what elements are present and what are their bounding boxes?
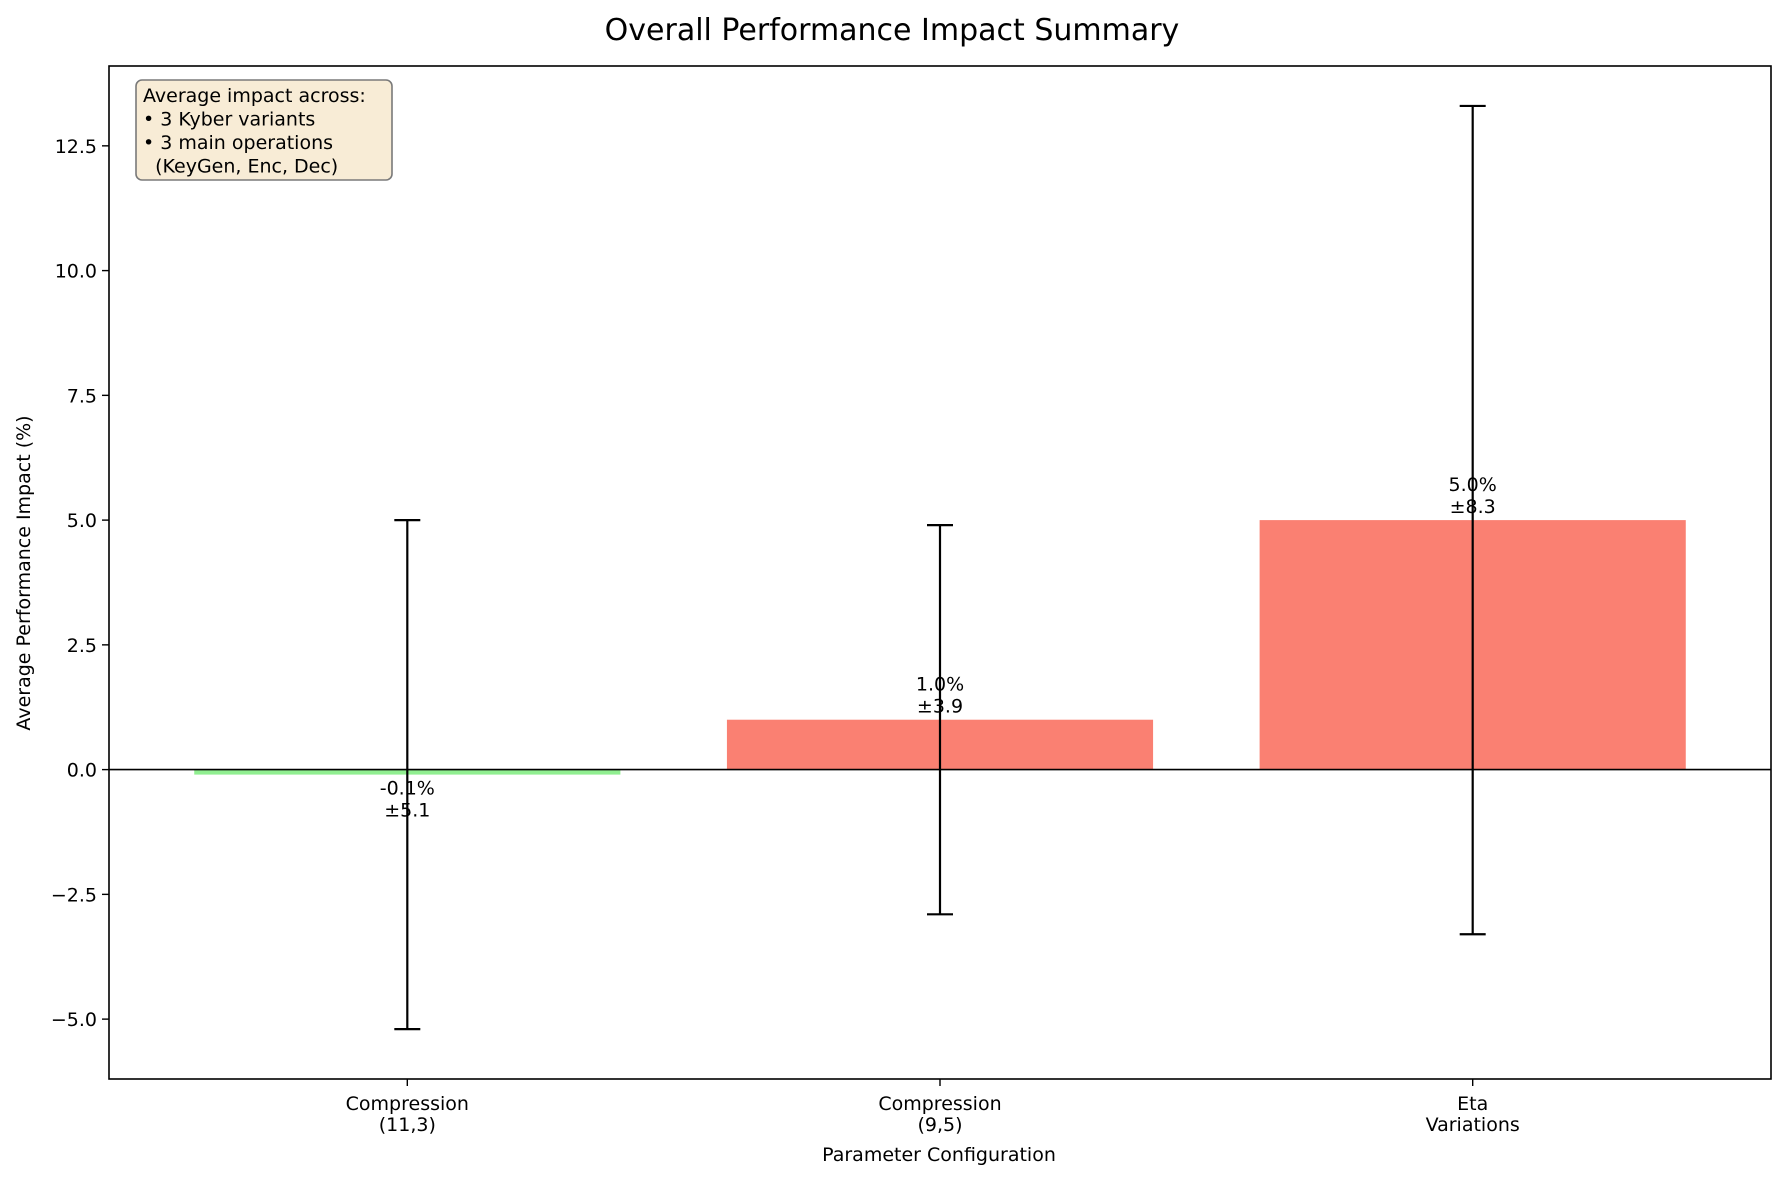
chart-title: Overall Performance Impact Summary [605,13,1180,48]
value-label-3: 5.0% [1449,474,1497,496]
error-label-1: ±5.1 [384,800,430,822]
y-tick-label: 7.5 [67,385,97,407]
annotation-line: Average impact across: [143,85,366,107]
y-tick-label: 5.0 [67,510,97,532]
x-tick-label: (9,5) [917,1114,962,1136]
x-tick-label: Compression [346,1093,469,1115]
y-axis-label: Average Performance Impact (%) [13,415,35,730]
x-tick-label: Compression [878,1093,1001,1115]
y-tick-label: 12.5 [55,136,97,158]
annotation-box [135,79,393,181]
y-tick-label: 0.0 [67,760,97,782]
annotation-line: (KeyGen, Enc, Dec) [143,156,338,178]
y-tick-label: 10.0 [55,261,97,283]
error-label-2: ±3.9 [917,696,963,718]
x-tick-label: (11,3) [379,1114,436,1136]
error-label-3: ±8.3 [1450,496,1496,518]
y-tick-label: −2.5 [51,884,97,906]
y-tick-label: −5.0 [51,1009,97,1031]
x-tick-label: Variations [1426,1114,1520,1136]
annotation-line: • 3 Kyber variants [143,109,315,131]
value-label-1: -0.1% [380,778,435,800]
x-tick-label: Eta [1457,1093,1488,1115]
x-axis-label: Parameter Configuration [822,1144,1056,1166]
value-label-2: 1.0% [916,674,964,696]
annotation-line: • 3 main operations [143,132,333,154]
y-tick-label: 2.5 [67,635,97,657]
